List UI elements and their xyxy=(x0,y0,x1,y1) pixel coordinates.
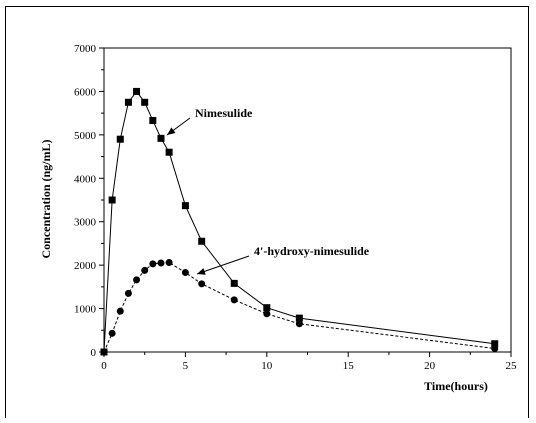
annotation-label-0: Nimesulide xyxy=(195,106,253,120)
series-0-point-2 xyxy=(116,135,124,143)
series-1-point-0 xyxy=(100,348,108,356)
x-tick-label-3: 15 xyxy=(343,360,355,372)
annotations: Nimesulide 4'-hydroxy-nimesulide xyxy=(166,106,370,275)
annotation-arrowhead-1 xyxy=(197,268,206,275)
x-tick-label-4: 20 xyxy=(424,360,436,372)
annotation-arrow-1 xyxy=(196,255,250,275)
annotation-arrowhead-0 xyxy=(167,127,176,135)
series-0-point-12 xyxy=(263,304,271,312)
series-0-point-14 xyxy=(491,340,499,348)
y-tick-label-7: 7000 xyxy=(74,43,97,55)
y-tick-label-5: 5000 xyxy=(74,130,97,142)
y-tick-label-3: 3000 xyxy=(74,217,97,229)
y-tick-label-0: 0 xyxy=(91,347,97,359)
series-1-point-2 xyxy=(116,307,124,315)
series-1-point-12 xyxy=(263,310,271,318)
series-0-point-11 xyxy=(230,279,238,287)
series-0-point-3 xyxy=(124,98,132,106)
axes: 0 5 10 15 20 25 0 1000 2000 3000 4000 5000 6000 7000 xyxy=(74,43,517,372)
figure-frame xyxy=(5,6,529,418)
series-0-point-5 xyxy=(141,98,149,106)
x-axis-label: Time(hours) xyxy=(424,379,488,393)
series-1-point-4 xyxy=(133,276,141,284)
series-0-point-8 xyxy=(165,148,173,156)
series-0-point-4 xyxy=(133,87,141,95)
y-tick-label-4: 4000 xyxy=(74,173,97,185)
series-0-point-13 xyxy=(295,314,303,322)
series-line-0 xyxy=(103,90,495,353)
series-0-point-6 xyxy=(149,117,157,125)
x-tick-label-5: 25 xyxy=(506,360,518,372)
y-axis-label: Concentration (ng/mL) xyxy=(39,140,53,259)
y-tick-label-2: 2000 xyxy=(74,260,97,272)
series-layer xyxy=(100,87,499,356)
series-0-point-9 xyxy=(181,202,189,210)
series-1-point-9 xyxy=(181,269,189,277)
series-0-point-7 xyxy=(157,134,165,142)
series-1-point-6 xyxy=(149,260,157,268)
x-tick-label-0: 0 xyxy=(101,360,107,372)
annotation-label-1: 4'-hydroxy-nimesulide xyxy=(254,244,370,258)
series-0-point-10 xyxy=(198,237,206,245)
series-line-1 xyxy=(103,262,495,353)
series-1-point-7 xyxy=(157,259,165,267)
series-1-point-1 xyxy=(108,329,116,337)
series-1-point-13 xyxy=(295,320,303,328)
plot-area-border xyxy=(103,47,512,353)
x-tick-label-1: 5 xyxy=(183,360,189,372)
series-1-point-5 xyxy=(141,266,149,274)
y-tick-label-1: 1000 xyxy=(74,304,97,316)
series-1-point-14 xyxy=(491,345,499,353)
y-tick-label-6: 6000 xyxy=(74,86,97,98)
series-0-point-1 xyxy=(108,196,116,204)
series-1-point-10 xyxy=(198,280,206,288)
series-1-point-11 xyxy=(230,296,238,304)
series-1-point-8 xyxy=(165,259,173,267)
series-1-point-3 xyxy=(124,289,132,297)
x-tick-label-2: 10 xyxy=(261,360,273,372)
